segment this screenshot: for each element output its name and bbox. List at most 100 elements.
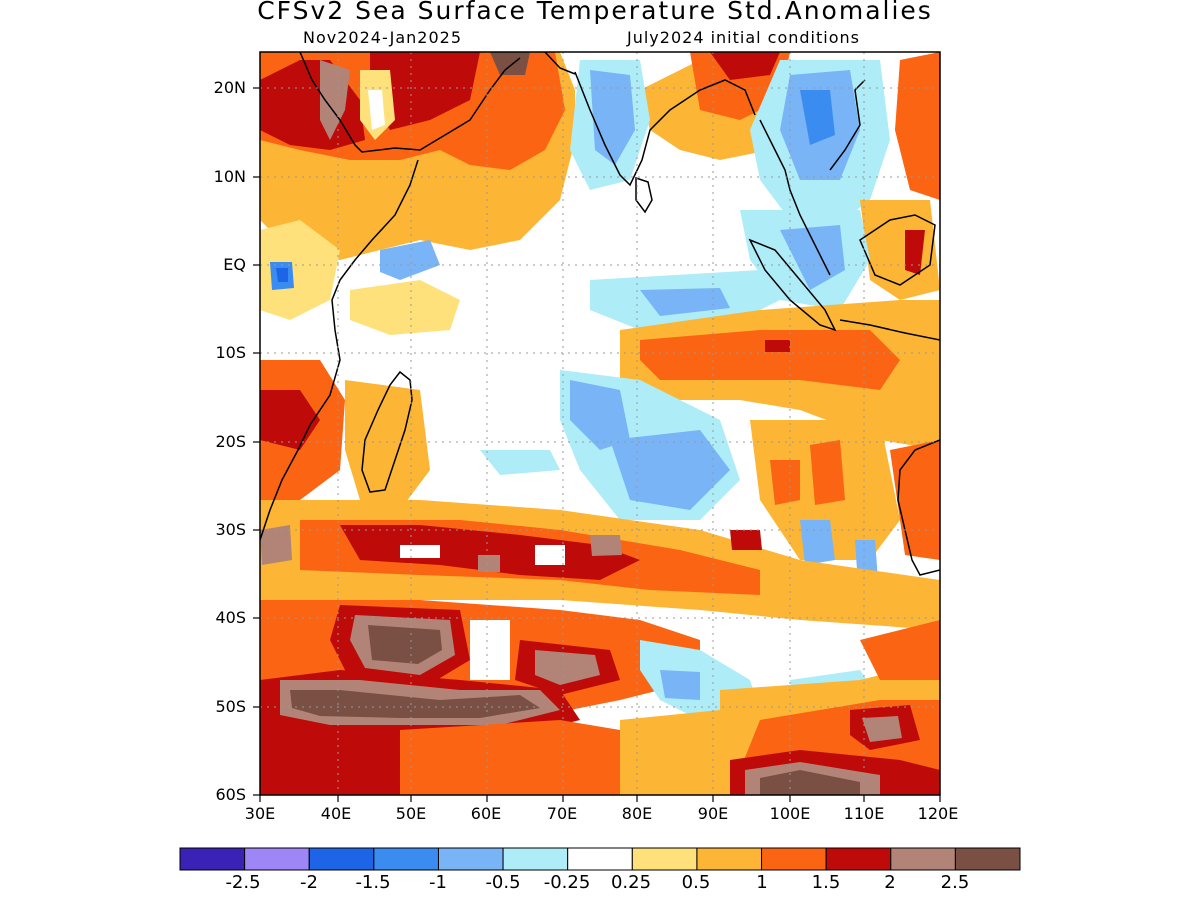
australia-west [897,439,940,576]
colorbar-swatch [696,847,763,871]
colorbar [179,847,1021,871]
anomaly-patch [370,52,480,130]
colorbar-swatch [631,847,698,871]
anomaly-patch [480,450,560,475]
anomaly-patch [905,230,925,275]
colorbar-label: 1 [756,872,768,893]
anomaly-patch [380,240,440,280]
anomaly-patch [862,716,902,742]
axis-ticks [253,87,941,802]
anomaly-patch [570,380,630,450]
anomaly-patch [810,440,845,505]
anomaly-patch [340,525,640,580]
map-frame [259,51,941,796]
lat-label: 60S [215,785,246,804]
india-coast [574,71,756,187]
anomaly-patch [260,525,292,565]
colorbar-swatch [954,847,1021,871]
anomaly-patch [490,52,530,75]
lon-label: 80E [621,804,653,823]
anomaly-patch [590,70,635,165]
lon-label: 70E [546,804,578,823]
anomaly-patch [535,650,600,685]
lat-label: 10N [213,167,246,186]
colorbar-swatch [437,847,504,871]
colorbar-label: -1.5 [355,872,391,893]
anomaly-patch [368,625,442,664]
sumatra [748,238,837,332]
coastlines [260,52,940,576]
anomaly-patch [770,460,800,505]
anomaly-patch [710,52,780,80]
colorbar-label: -2.5 [225,872,261,893]
lat-label: 10S [215,343,246,362]
colorbar-label: 2 [884,872,896,893]
anomaly-patch [620,710,720,795]
anomaly-patch [290,690,540,718]
sri-lanka [635,176,653,214]
anomaly-patch [470,620,510,680]
anomaly-patch [800,90,835,145]
colorbar-label: -0.5 [485,872,521,893]
anomaly-field [260,52,940,795]
lon-label: 30E [244,804,276,823]
colorbar-swatch [308,847,375,871]
lon-label: 40E [320,804,352,823]
colorbar-swatch [244,847,310,871]
anomaly-patch [890,440,940,560]
lon-label: 90E [697,804,729,823]
anomaly-patch [610,430,730,510]
lat-label: 20S [215,432,246,451]
anomaly-patch [765,340,790,352]
java-islands [839,319,940,341]
lon-label: 100E [769,804,811,823]
anomaly-patch [640,330,900,390]
africa-east-coast [260,159,419,541]
anomaly-patch [400,720,640,795]
lat-label: 20N [213,78,246,97]
lat-label: 40S [215,608,246,627]
colorbar-swatch [373,847,439,871]
se-asia-coast [759,79,866,276]
lat-label: 50S [215,697,246,716]
colorbar-label: -2 [300,872,318,893]
madagascar [361,370,413,493]
colorbar-swatch [502,847,569,871]
colorbar-swatch [179,847,246,871]
forecast-period: Nov2024-Jan2025 [303,28,462,47]
colorbar-label: -0.25 [543,872,591,893]
colorbar-label: 1.5 [811,872,841,893]
anomaly-patch [800,520,835,565]
anomaly-patch [478,555,500,572]
africa-arabia-coast [299,52,576,153]
anomaly-patch [350,280,460,335]
lon-label: 50E [395,804,427,823]
anomaly-patch [860,620,940,680]
anomaly-patch [660,670,700,700]
colorbar-swatch [761,847,827,871]
lat-label: EQ [223,255,246,274]
initial-conditions: July2024 initial conditions [627,28,860,47]
anomaly-patch [276,268,288,282]
anomaly-patch [535,545,565,565]
colorbar-label: -1 [429,872,447,893]
colorbar-label: 0.5 [681,872,711,893]
anomaly-patch [760,770,860,795]
anomaly-patch [640,288,730,316]
chart-title: CFSv2 Sea Surface Temperature Std.Anomal… [257,0,933,25]
map-grid [260,52,940,795]
anomaly-patch [590,535,622,556]
colorbar-label: 2.5 [940,872,970,893]
lat-label: 30S [215,520,246,539]
borneo [859,214,936,286]
anomaly-patch [320,60,350,140]
anomaly-patch [730,530,762,550]
lon-label: 110E [843,804,885,823]
anomaly-patch [260,220,340,320]
anomaly-patch [895,52,940,200]
anomaly-patch [400,545,440,558]
lon-label: 60E [470,804,502,823]
colorbar-swatch [890,847,956,871]
anomaly-patch [368,90,385,130]
